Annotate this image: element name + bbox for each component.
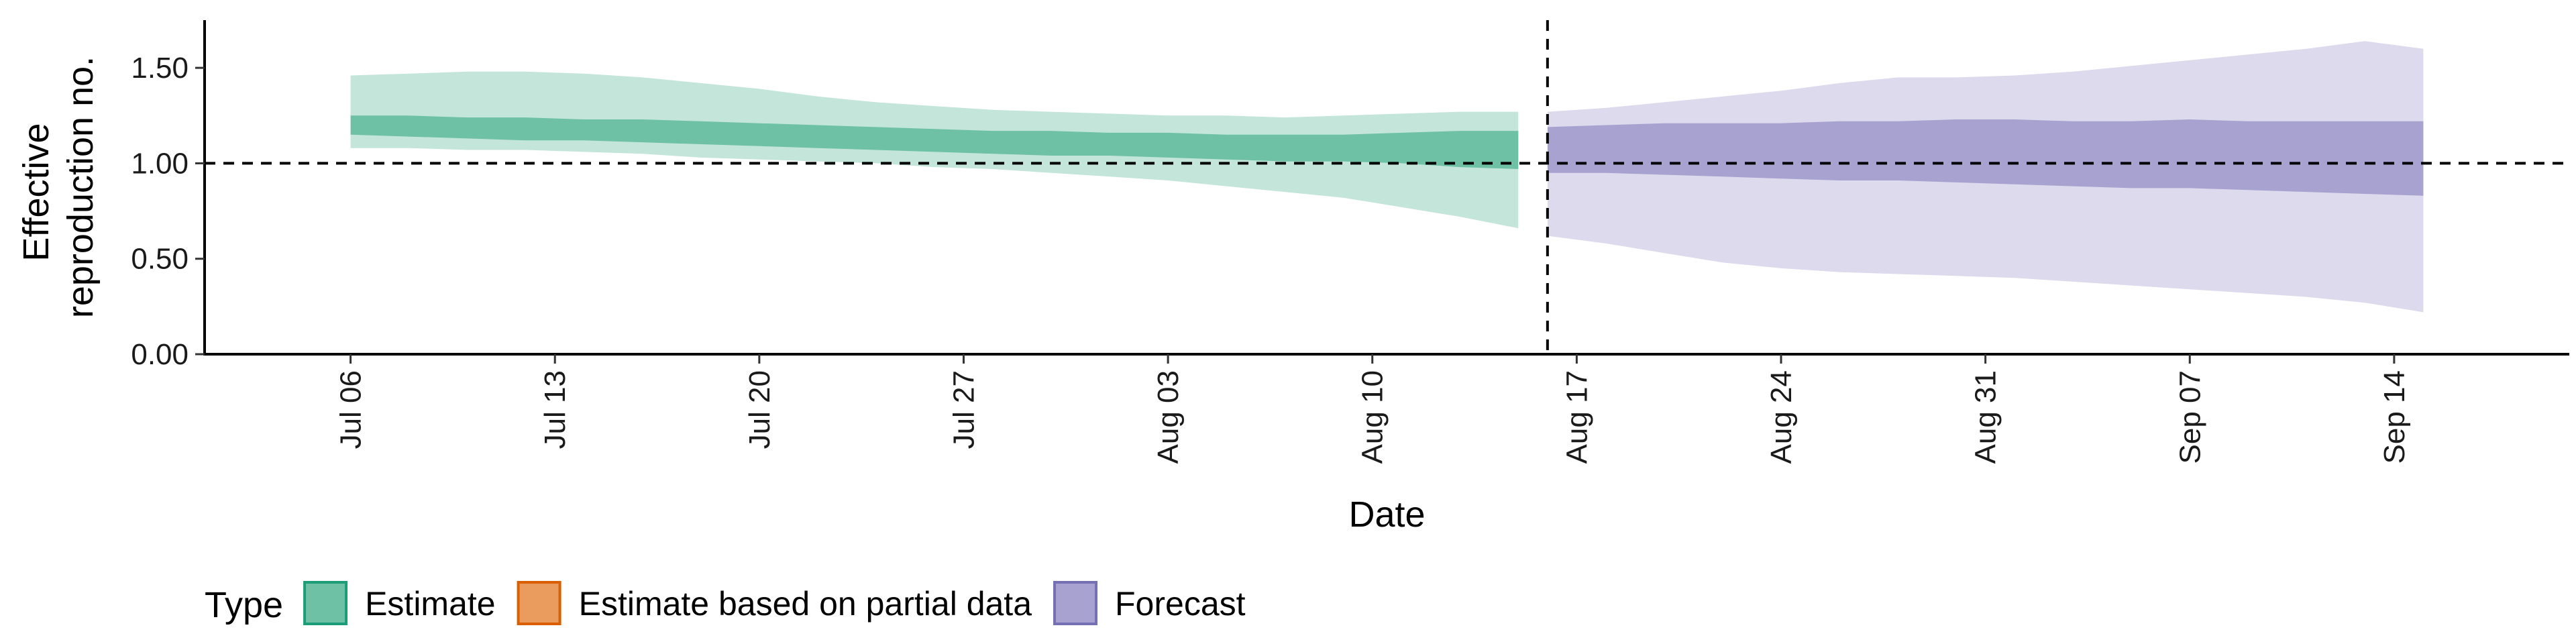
y-axis-title-line-2: reproduction no. — [60, 56, 101, 318]
y-tick-label: 1.50 — [131, 52, 189, 85]
x-tick-label: Aug 10 — [1356, 370, 1389, 464]
x-tick-label: Jul 06 — [335, 370, 368, 449]
y-axis-title-line-1: Effective — [16, 123, 56, 261]
y-tick-label: 0.50 — [131, 243, 189, 276]
x-tick-label: Sep 14 — [2378, 370, 2411, 464]
axes — [203, 20, 2569, 356]
x-axis-ticks: Jul 06 Jul 13 Jul 20 Jul 27 Aug 03 Aug 10 Aug … — [335, 354, 2411, 464]
x-tick-label: Aug 03 — [1152, 370, 1185, 464]
legend-swatch-forecast — [1053, 581, 1098, 625]
legend-title: Type — [205, 585, 283, 625]
legend: Type Estimate Estimate based on partial d… — [205, 581, 1246, 625]
x-tick-label: Aug 31 — [1970, 370, 2002, 464]
x-tick-label: Sep 07 — [2174, 370, 2206, 464]
x-tick-label: Aug 17 — [1560, 370, 1593, 464]
x-axis-title: Date — [1348, 494, 1425, 535]
y-tick-label: 1.00 — [131, 147, 189, 180]
legend-label-estimate-based-on-partial-data: Estimate based on partial data — [579, 585, 1032, 623]
y-axis-ticks: 0.00 0.50 1.00 1.50 — [131, 52, 205, 371]
y-axis-title: Effective reproduction no. — [16, 56, 101, 318]
legend-swatch-estimate-based-on-partial-data — [517, 581, 561, 625]
legend-label-forecast: Forecast — [1115, 585, 1246, 623]
x-tick-label: Jul 27 — [948, 370, 981, 449]
legend-swatch-estimate — [303, 581, 348, 625]
estimate-inner-interval-band — [350, 115, 1519, 169]
forecast-inner-interval-band — [1547, 119, 2424, 196]
y-tick-label: 0.00 — [131, 338, 189, 371]
x-tick-label: Jul 20 — [743, 370, 776, 449]
x-tick-label: Jul 13 — [539, 370, 572, 449]
x-tick-label: Aug 24 — [1765, 370, 1798, 464]
plot-area — [350, 41, 2424, 313]
legend-label-estimate: Estimate — [365, 585, 496, 623]
